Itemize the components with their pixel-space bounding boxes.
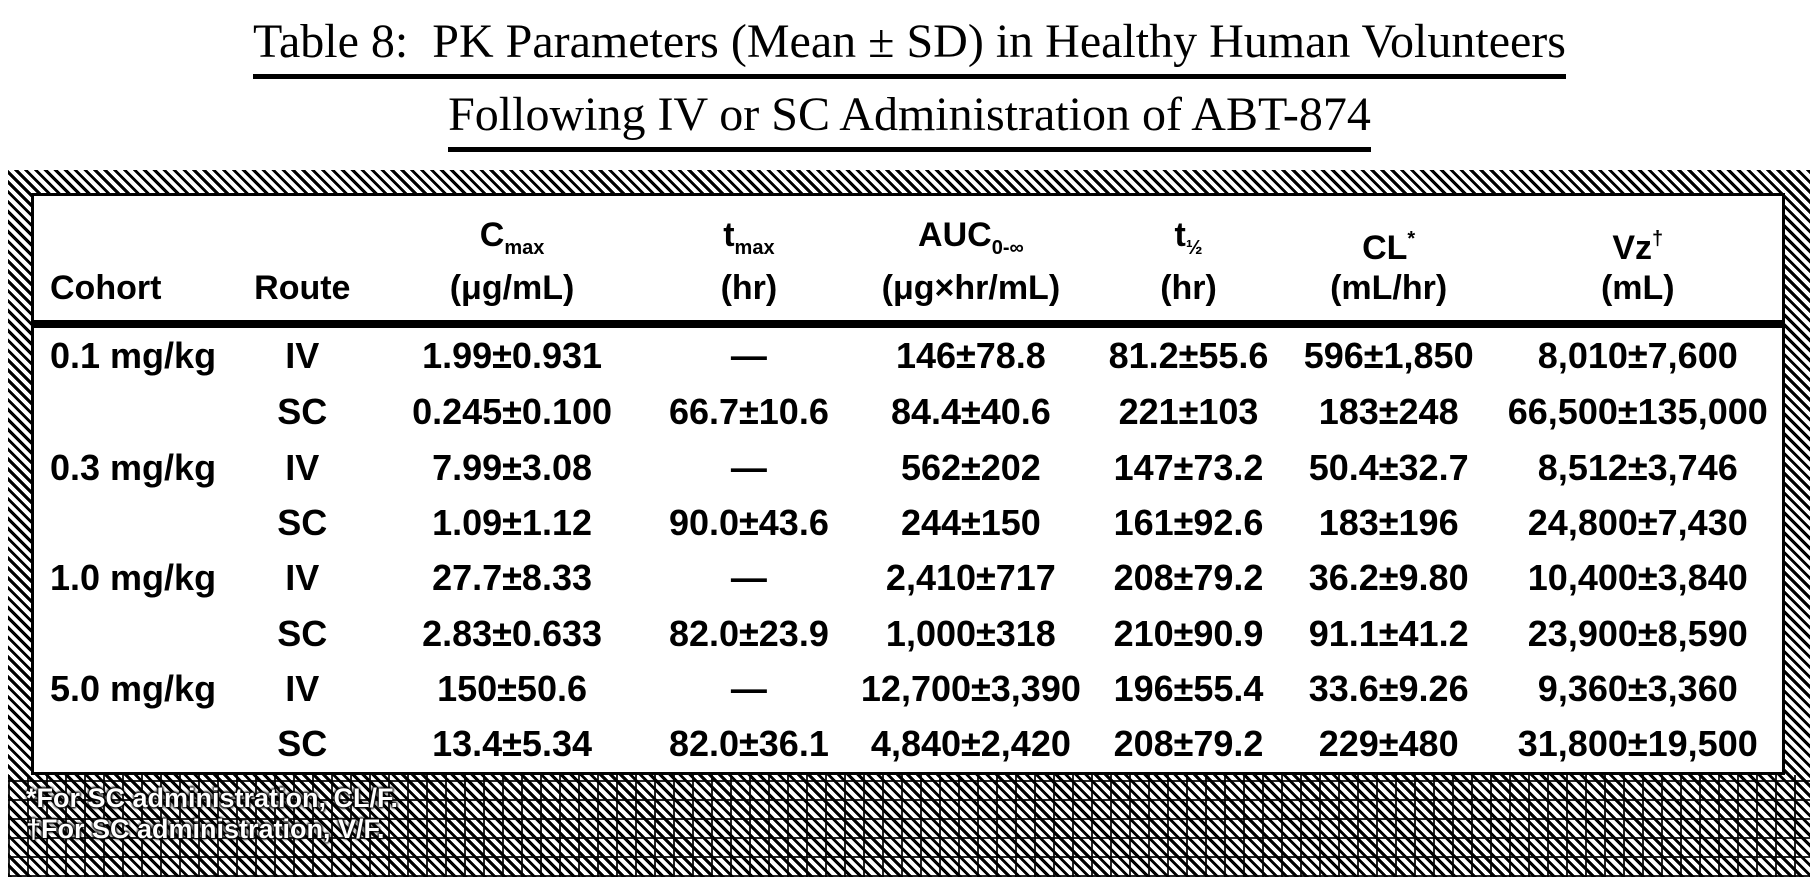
cell-thalf: 208±79.2 [1113, 723, 1264, 765]
column-header-route: Route [229, 196, 375, 328]
cell-tmax: 90.0±43.6 [668, 501, 829, 543]
cell-tmax: 82.0±23.9 [668, 612, 829, 654]
cell-vz: 31,800±19,500 [1517, 723, 1758, 765]
cell-cl: 183±196 [1318, 501, 1459, 543]
cell-cohort: 0.3 mg/kg [50, 446, 217, 488]
table-row: 0.1 mg/kg IV 1.99±0.931 — 146±78.8 81.2±… [34, 324, 1782, 385]
column-header-vz: Vz† (mL) [1493, 196, 1782, 328]
cell-cl: 229±480 [1318, 723, 1459, 765]
cell-route: IV [285, 335, 320, 377]
cell-cmax: 7.99±3.08 [432, 446, 592, 488]
column-header-tmax: tmax (hr) [649, 196, 849, 328]
cell-cmax: 27.7±8.33 [432, 557, 592, 599]
pk-table-body: Cohort Route Cmax (μg/mL) tmax (hr) AUC0-∞… [31, 193, 1785, 775]
column-header-thalf: t½ (hr) [1093, 196, 1284, 328]
header-row: Cohort Route Cmax (μg/mL) tmax (hr) AUC0-∞… [34, 196, 1782, 328]
title-line-2: Following IV or SC Administration of ABT… [0, 87, 1819, 152]
cell-tmax: 66.7±10.6 [668, 391, 829, 433]
table-row: 0.3 mg/kg IV 7.99±3.08 — 562±202 147±73.… [34, 440, 1782, 495]
cell-auc: 562±202 [900, 446, 1041, 488]
cell-cmax: 13.4±5.34 [432, 723, 592, 765]
table-row: SC 2.83±0.633 82.0±23.9 1,000±318 210±90… [34, 606, 1782, 661]
cell-auc: 244±150 [900, 501, 1041, 543]
cell-cmax: 1.09±1.12 [432, 501, 592, 543]
footnote-vz: †For SC administration, V/F. [26, 814, 385, 844]
cell-route: SC [277, 391, 328, 433]
cell-vz: 8,010±7,600 [1537, 335, 1738, 377]
cell-route: IV [285, 667, 320, 709]
cell-thalf: 161±92.6 [1113, 501, 1264, 543]
cell-vz: 10,400±3,840 [1527, 557, 1748, 599]
cell-tmax: 82.0±36.1 [668, 723, 829, 765]
table-footnotes: *For SC administration, CL/F. †For SC ad… [8, 775, 1810, 877]
pk-parameters-table: Cohort Route Cmax (μg/mL) tmax (hr) AUC0-∞… [34, 196, 1782, 772]
cell-route: SC [277, 723, 328, 765]
cell-route: SC [277, 501, 328, 543]
cell-vz: 8,512±3,746 [1537, 446, 1738, 488]
cell-tmax: — [730, 446, 767, 488]
column-header-auc: AUC0-∞ (μg×hr/mL) [848, 196, 1094, 328]
cell-cohort: 5.0 mg/kg [50, 667, 217, 709]
cell-cohort [34, 385, 230, 440]
cell-route: SC [277, 612, 328, 654]
cell-cohort [34, 495, 230, 550]
cell-auc: 84.4±40.6 [890, 391, 1051, 433]
pk-table-frame: Cohort Route Cmax (μg/mL) tmax (hr) AUC0-∞… [8, 170, 1810, 877]
cell-route: IV [285, 557, 320, 599]
cell-cmax: 150±50.6 [437, 667, 587, 709]
cell-route: IV [285, 446, 320, 488]
cell-vz: 9,360±3,360 [1537, 667, 1738, 709]
cell-cl: 50.4±32.7 [1308, 446, 1469, 488]
table-title: Table 8: PK Parameters (Mean ± SD) in He… [0, 14, 1819, 152]
table-row: SC 0.245±0.100 66.7±10.6 84.4±40.6 221±1… [34, 385, 1782, 440]
cell-thalf: 81.2±55.6 [1108, 335, 1269, 377]
cell-auc: 4,840±2,420 [870, 723, 1071, 765]
cell-vz: 24,800±7,430 [1527, 501, 1748, 543]
cell-auc: 146±78.8 [895, 335, 1046, 377]
cell-cl: 91.1±41.2 [1308, 612, 1469, 654]
cell-cl: 596±1,850 [1303, 335, 1474, 377]
cell-cmax: 0.245±0.100 [412, 391, 613, 433]
cell-vz: 66,500±135,000 [1507, 391, 1768, 433]
cell-cohort: 1.0 mg/kg [50, 557, 217, 599]
column-header-cl: CL* (mL/hr) [1283, 196, 1494, 328]
cell-thalf: 147±73.2 [1113, 446, 1264, 488]
table-row: 1.0 mg/kg IV 27.7±8.33 — 2,410±717 208±7… [34, 551, 1782, 606]
cell-cmax: 1.99±0.931 [422, 335, 603, 377]
cell-cl: 36.2±9.80 [1308, 557, 1469, 599]
cell-tmax: — [730, 557, 767, 599]
cell-auc: 12,700±3,390 [860, 667, 1081, 709]
cell-auc: 1,000±318 [885, 612, 1056, 654]
cell-cohort [34, 606, 230, 661]
cell-cl: 33.6±9.26 [1308, 667, 1469, 709]
footnote-cl: *For SC administration, CL/F. [26, 783, 399, 813]
table-row: 5.0 mg/kg IV 150±50.6 — 12,700±3,390 196… [34, 661, 1782, 716]
cell-thalf: 196±55.4 [1113, 667, 1264, 709]
cell-tmax: — [730, 667, 767, 709]
cell-cl: 183±248 [1318, 391, 1459, 433]
cell-cmax: 2.83±0.633 [422, 612, 603, 654]
table-row: SC 13.4±5.34 82.0±36.1 4,840±2,420 208±7… [34, 717, 1782, 772]
cell-thalf: 221±103 [1118, 391, 1259, 433]
cell-cohort [34, 717, 230, 772]
cell-vz: 23,900±8,590 [1527, 612, 1748, 654]
cell-cohort: 0.1 mg/kg [50, 335, 217, 377]
column-header-cmax: Cmax (μg/mL) [374, 196, 650, 328]
cell-auc: 2,410±717 [885, 557, 1056, 599]
cell-thalf: 210±90.9 [1113, 612, 1264, 654]
cell-thalf: 208±79.2 [1113, 557, 1264, 599]
cell-tmax: — [730, 335, 767, 377]
table-row: SC 1.09±1.12 90.0±43.6 244±150 161±92.6 … [34, 495, 1782, 550]
column-header-cohort: Cohort [34, 196, 230, 328]
title-line-1: Table 8: PK Parameters (Mean ± SD) in He… [0, 14, 1819, 79]
frame-top-border [8, 170, 1810, 193]
